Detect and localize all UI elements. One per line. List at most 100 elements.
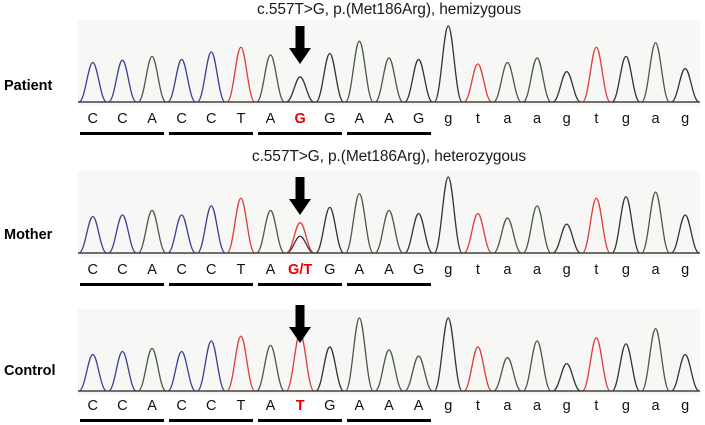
base-label-11: G [412, 262, 425, 278]
base-label-7: G [294, 111, 306, 127]
base-label-10: A [384, 398, 394, 414]
peak-G-8 [315, 346, 345, 392]
base-label-18: g [621, 111, 630, 127]
peak-G-11 [404, 212, 434, 254]
base-label-2: A [147, 111, 157, 127]
chromatogram-panel-mother: c.557T>G, p.(Met186Arg), heterozygous Mot… [0, 145, 705, 295]
base-label-5: T [236, 262, 246, 278]
codon-underline-1 [169, 132, 254, 135]
base-label-17: t [594, 398, 599, 414]
base-label-4: C [206, 262, 217, 278]
peak-t-13 [463, 346, 493, 392]
peak-t-17 [581, 337, 611, 392]
base-label-16: g [562, 262, 571, 278]
base-label-8: G [324, 111, 336, 127]
peak-g-12 [433, 25, 463, 103]
base-label-11: A [413, 398, 424, 414]
base-label-6: A [265, 398, 276, 414]
base-label-20: g [681, 111, 690, 127]
base-label-0: C [87, 111, 99, 127]
base-label-11: G [412, 111, 425, 127]
peak-a-15 [522, 205, 552, 254]
peak-a-15 [522, 57, 552, 103]
base-label-8: G [324, 398, 336, 414]
base-label-10: A [384, 111, 394, 127]
base-label-19: a [651, 262, 660, 278]
base-label-20: g [681, 262, 690, 278]
peak-g-20 [670, 67, 700, 103]
codon-underline-0 [80, 419, 165, 422]
peak-G-7 [285, 76, 315, 103]
variant-arrow-patient [287, 26, 313, 66]
peak-A-6 [255, 344, 286, 392]
down-arrow-icon [289, 177, 312, 215]
variant-arrow-mother [287, 177, 313, 217]
peak-T-5 [226, 46, 256, 103]
codon-underline-row-patient [78, 132, 700, 138]
peak-A-9 [344, 317, 374, 392]
peak-C-0 [78, 215, 108, 254]
base-label-14: a [503, 262, 512, 278]
base-label-20: g [681, 398, 690, 414]
base-label-15: a [533, 398, 542, 414]
base-label-18: g [621, 262, 630, 278]
base-label-0: C [87, 398, 99, 414]
base-label-1: C [117, 262, 128, 278]
base-label-2: A [147, 262, 157, 278]
peak-A-2 [137, 209, 167, 254]
base-label-2: A [147, 398, 157, 414]
peak-a-14 [493, 356, 522, 392]
peak-g-16 [552, 223, 581, 254]
base-label-14: a [503, 111, 512, 127]
peak-G-8 [315, 52, 345, 103]
base-label-4: C [206, 398, 217, 414]
peak-A-9 [344, 193, 374, 254]
codon-underline-0 [80, 132, 165, 135]
variant-arrow-control [287, 305, 313, 345]
peak-A-11 [404, 355, 433, 392]
down-arrow-icon [289, 26, 312, 64]
base-label-1: C [117, 111, 128, 127]
peak-C-0 [78, 353, 108, 392]
peak-A-10 [374, 209, 404, 254]
peak-overlay-T-7 [285, 221, 315, 254]
peak-A-10 [374, 57, 404, 103]
chromatogram-trace-mother [78, 171, 700, 257]
base-label-15: a [533, 262, 542, 278]
peak-G-11 [404, 58, 434, 103]
base-label-0: C [87, 262, 99, 278]
peak-a-19 [641, 42, 671, 103]
base-label-15: a [533, 111, 542, 127]
peak-A-2 [137, 55, 167, 103]
chromatogram-panel-patient: c.557T>G, p.(Met186Arg), hemizygous Patie… [0, 0, 705, 145]
peak-a-19 [641, 328, 671, 392]
peak-t-17 [581, 197, 611, 254]
base-label-5: T [236, 111, 246, 127]
peak-C-4 [196, 340, 226, 392]
peak-a-14 [492, 61, 523, 103]
base-label-12: g [444, 111, 453, 127]
base-label-6: A [265, 111, 276, 127]
codon-underline-row-mother [78, 283, 700, 289]
base-label-1: C [117, 398, 128, 414]
peak-C-3 [167, 58, 197, 103]
base-label-13: t [475, 262, 480, 278]
peak-a-14 [493, 217, 522, 254]
peak-g-18 [611, 343, 641, 392]
peak-A-6 [255, 54, 286, 103]
peak-g-12 [433, 317, 463, 392]
peak-G-8 [315, 206, 345, 254]
base-label-6: A [265, 262, 276, 278]
panel-title-mother: c.557T>G, p.(Met186Arg), heterozygous [251, 148, 527, 165]
peak-t-13 [463, 212, 493, 254]
codon-underline-1 [169, 419, 254, 422]
base-label-3: C [176, 262, 187, 278]
base-label-19: a [651, 111, 660, 127]
row-label-patient: Patient [4, 78, 53, 94]
codon-underline-2 [258, 419, 343, 422]
peak-g-16 [552, 70, 581, 103]
base-label-16: g [562, 111, 571, 127]
